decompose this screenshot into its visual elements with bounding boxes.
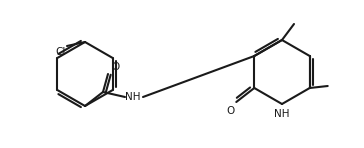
Text: O: O <box>226 106 234 116</box>
Text: NH: NH <box>274 109 290 119</box>
Text: Cl: Cl <box>56 47 66 57</box>
Text: O: O <box>111 62 119 72</box>
Text: NH: NH <box>125 92 141 102</box>
